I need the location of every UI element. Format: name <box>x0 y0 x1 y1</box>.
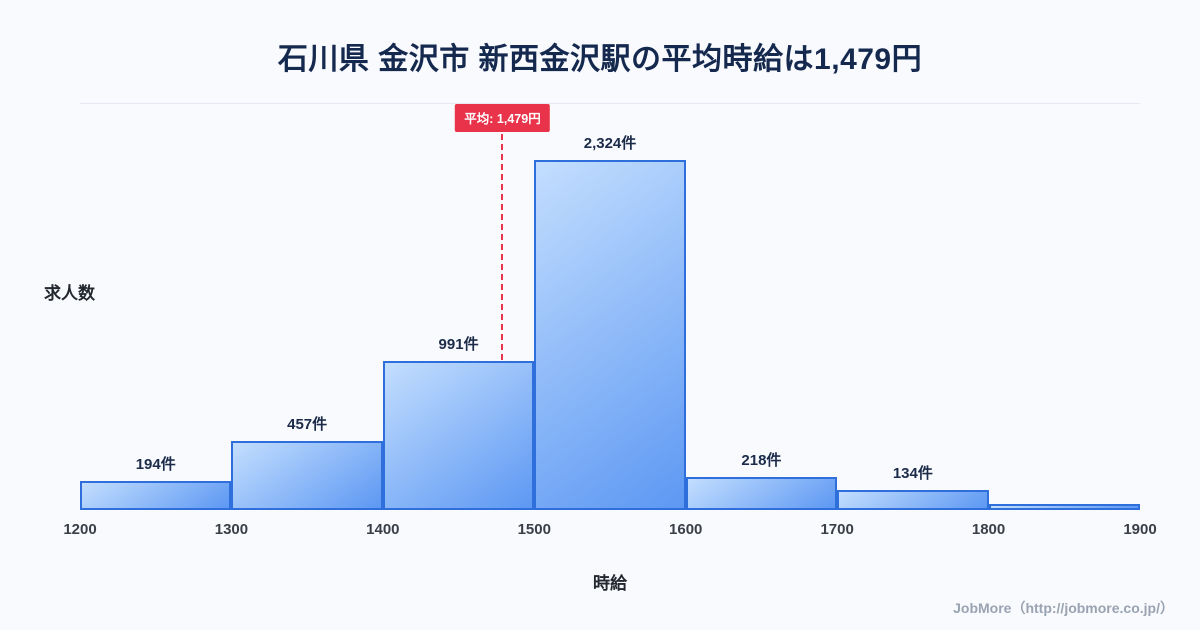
histogram-bar <box>988 503 1140 510</box>
bar-value-label: 194件 <box>135 455 176 473</box>
x-axis-tick-label: 1900 <box>1123 521 1157 538</box>
x-axis: 1200 1300 1400 1500 1600 1700 1800 1900 <box>63 521 1156 543</box>
plot-area: 194件 457件 991件 2,324件 218件 134件 <box>80 124 1140 510</box>
histogram-bar <box>534 159 686 510</box>
x-axis-tick-label: 1200 <box>63 521 97 538</box>
bar-value-label: 218件 <box>741 452 782 470</box>
x-axis-tick-label: 1800 <box>971 521 1006 538</box>
bar-value-label: 134件 <box>892 464 933 482</box>
average-line <box>501 124 504 510</box>
x-axis-tick-label: 1600 <box>669 521 703 538</box>
footer-credit: JobMore（http://jobmore.co.jp/） <box>953 600 1174 616</box>
average-badge: 平均: 1,479円 <box>455 104 550 132</box>
histogram-bar <box>837 489 989 510</box>
x-axis-label: 時給 <box>593 574 627 593</box>
chart-title: 石川県 金沢市 新西金沢駅の平均時給は1,479円 <box>277 43 923 76</box>
histogram-bar <box>80 480 232 510</box>
x-axis-tick-label: 1700 <box>820 521 854 538</box>
x-axis-tick-label: 1500 <box>517 521 551 538</box>
x-axis-tick-label: 1300 <box>214 521 249 538</box>
histogram-bar <box>231 441 383 510</box>
y-axis-label: 求人数 <box>44 284 95 303</box>
x-axis-tick-label: 1400 <box>366 521 400 538</box>
histogram-bar <box>382 360 535 510</box>
top-gridline <box>80 103 1140 104</box>
bar-value-label: 457件 <box>287 416 328 434</box>
bar-value-label: 991件 <box>438 335 479 353</box>
histogram-bar <box>685 477 838 510</box>
bar-value-label: 2,324件 <box>583 134 637 152</box>
